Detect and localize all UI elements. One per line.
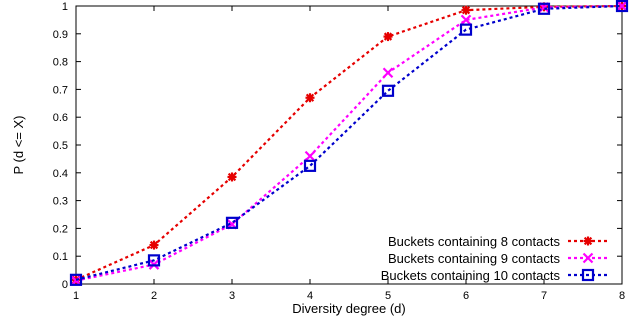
marker-stroke bbox=[616, 0, 628, 12]
data-point bbox=[461, 5, 471, 15]
y-tick-label: 0.7 bbox=[53, 84, 68, 96]
legend-label: Buckets containing 9 contacts bbox=[388, 251, 560, 266]
series-3 bbox=[69, 0, 629, 286]
marker-stroke bbox=[615, 0, 629, 13]
marker-stroke bbox=[581, 268, 595, 282]
data-point bbox=[459, 23, 473, 36]
data-point bbox=[147, 254, 161, 267]
y-tick-label: 0.4 bbox=[53, 168, 68, 180]
data-point bbox=[225, 216, 239, 229]
legend-marker bbox=[582, 252, 594, 264]
data-point bbox=[304, 150, 316, 162]
data-point bbox=[381, 84, 395, 97]
y-tick-label: 0.8 bbox=[53, 57, 68, 69]
legend-item: Buckets containing 10 contacts bbox=[381, 268, 608, 283]
data-point bbox=[382, 67, 394, 78]
marker-stroke bbox=[227, 172, 237, 182]
x-tick-label: 3 bbox=[229, 290, 235, 302]
marker-stroke bbox=[303, 159, 317, 172]
marker-stroke bbox=[225, 216, 239, 229]
marker-stroke bbox=[583, 236, 593, 246]
data-point bbox=[227, 172, 237, 182]
legend-marker bbox=[583, 236, 593, 246]
data-point bbox=[69, 273, 83, 286]
data-point bbox=[70, 275, 82, 286]
data-point bbox=[616, 0, 628, 12]
y-axis-label: P (d <= X) bbox=[11, 115, 26, 174]
legend-marker bbox=[581, 268, 595, 282]
marker-stroke bbox=[381, 84, 395, 97]
marker-stroke bbox=[304, 150, 316, 162]
series-line bbox=[75, 4, 623, 281]
y-tick-label: 0.3 bbox=[53, 196, 68, 208]
marker-stroke bbox=[383, 32, 393, 41]
y-tick-label: 0.2 bbox=[53, 223, 68, 235]
x-tick-label: 8 bbox=[619, 290, 625, 302]
y-tick-label: 1 bbox=[62, 1, 68, 13]
x-tick-label: 4 bbox=[307, 290, 313, 302]
x-tick-label: 6 bbox=[463, 290, 469, 302]
data-point bbox=[537, 2, 551, 15]
y-tick-label: 0.1 bbox=[53, 251, 68, 263]
legend-label: Buckets containing 8 contacts bbox=[388, 234, 560, 249]
series-group bbox=[69, 0, 629, 286]
marker-stroke bbox=[70, 275, 82, 286]
data-point bbox=[305, 93, 315, 103]
data-point bbox=[149, 240, 159, 250]
x-tick-label: 2 bbox=[151, 290, 157, 302]
y-tick-label: 0.5 bbox=[53, 140, 68, 152]
marker-stroke bbox=[461, 6, 471, 15]
legend-item: Buckets containing 8 contacts bbox=[388, 234, 608, 249]
data-point bbox=[615, 0, 629, 13]
y-tick-label: 0.6 bbox=[53, 112, 68, 124]
legend-item: Buckets containing 9 contacts bbox=[388, 251, 608, 266]
axes: 1 2 3 4 5 6 7 8 0 0.1 0.2 0.3 0.4 0.5 0.6 0.7 0.8 0.9 1 bbox=[53, 1, 625, 302]
marker-stroke bbox=[149, 240, 159, 250]
x-tick-label: 7 bbox=[541, 290, 547, 302]
marker-stroke bbox=[305, 93, 315, 102]
marker-stroke bbox=[382, 67, 394, 78]
y-tick-label: 0.9 bbox=[53, 29, 68, 41]
x-tick-label: 1 bbox=[73, 290, 79, 302]
marker-stroke bbox=[537, 2, 551, 15]
y-tick-label: 0 bbox=[62, 279, 68, 291]
x-tick-label: 5 bbox=[385, 290, 391, 302]
marker-stroke bbox=[459, 23, 473, 36]
marker-stroke bbox=[460, 14, 472, 26]
marker-stroke bbox=[147, 254, 161, 267]
legend: Buckets containing 8 contacts Buckets con… bbox=[381, 234, 608, 283]
marker-stroke bbox=[69, 273, 83, 286]
data-point bbox=[460, 14, 472, 26]
data-point bbox=[383, 32, 393, 42]
data-point bbox=[303, 159, 317, 172]
marker-stroke bbox=[582, 252, 594, 264]
legend-label: Buckets containing 10 contacts bbox=[381, 268, 561, 283]
x-axis-label: Diversity degree (d) bbox=[292, 301, 405, 316]
